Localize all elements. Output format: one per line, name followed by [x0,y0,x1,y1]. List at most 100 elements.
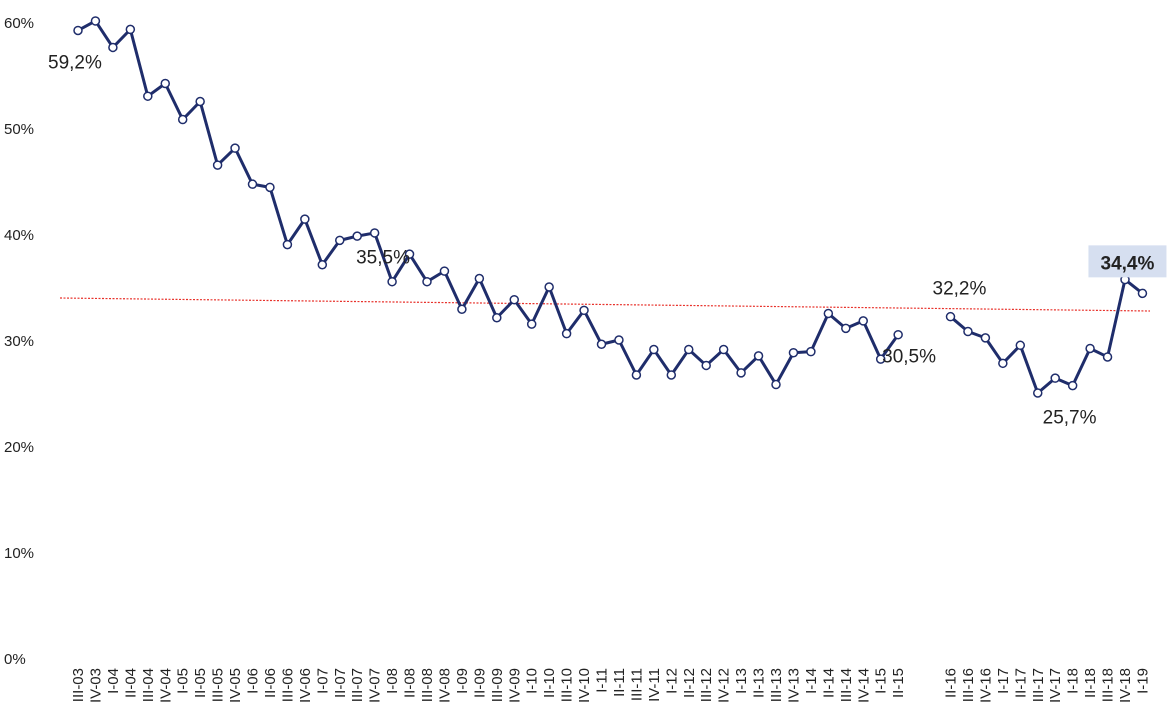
x-tick-label: I-14 [803,668,820,694]
data-point [73,25,83,36]
data-point [352,231,362,241]
value-label: 30,5% [882,347,936,368]
x-tick-label: III-18 [1100,668,1117,702]
data-point [561,328,572,339]
x-tick-label: I-12 [663,668,680,694]
y-tick-label: 60% [4,15,34,32]
data-point [317,259,328,270]
data-point [1050,373,1060,383]
data-point [143,91,153,101]
data-point [457,304,467,315]
data-point [282,239,293,250]
data-point [875,354,886,364]
data-point [509,294,519,305]
x-tick-label: I-10 [524,668,541,694]
data-point [474,273,485,284]
data-point [858,316,868,326]
data-point [596,339,607,349]
x-tick-label: I-13 [733,668,750,694]
data-point [300,214,310,224]
data-point [998,358,1008,369]
y-tick-label: 0% [4,651,26,668]
x-tick-label: II-07 [332,668,349,698]
data-point [404,249,415,259]
x-tick-label: II-10 [541,668,558,698]
data-point [125,24,136,35]
x-tick-label: II-18 [1082,668,1099,698]
data-point [387,276,397,287]
value-label: 35,5% [356,248,410,269]
data-point [230,143,240,153]
highlight-box [1088,245,1167,278]
x-tick-label: IV-10 [576,668,593,703]
data-point [736,368,746,378]
x-tick-label: I-19 [1134,668,1151,694]
y-tick-label: 10% [4,545,34,562]
y-tick-label: 20% [4,439,34,456]
data-point [212,160,223,170]
x-tick-label: I-18 [1065,668,1082,694]
y-tick-label: 50% [4,121,34,138]
data-point [788,347,799,358]
x-tick-label: IV-09 [506,668,523,703]
data-point [90,16,101,26]
x-tick-label: IV-17 [1047,668,1064,703]
x-tick-label: IV-18 [1117,668,1134,703]
data-point [684,344,694,355]
data-point [1137,288,1148,299]
data-point [631,370,642,380]
x-tick-label: II-09 [471,668,488,698]
data-point [195,96,205,107]
x-tick-label: III-06 [279,668,296,702]
x-tick-label: III-17 [1030,668,1047,702]
data-point [1067,380,1078,391]
x-tick-label: III-16 [960,668,977,702]
x-tick-label: IV-03 [87,668,104,703]
value-label: 34,4% [1101,253,1155,274]
data-point [963,326,973,337]
x-tick-label: III-04 [140,668,157,702]
data-point [108,42,118,53]
x-tick-label: II-14 [820,668,837,698]
data-point [701,360,711,371]
x-tick-label: II-11 [611,668,628,697]
data-point [492,312,502,323]
data-point [649,344,659,355]
data-point [544,282,554,292]
x-tick-label: I-06 [245,668,262,694]
x-tick-label: IV-16 [977,668,994,703]
x-tick-label: III-07 [349,668,366,702]
data-point [718,344,729,355]
data-point [177,114,188,125]
data-point [1102,352,1113,362]
y-tick-label: 30% [4,333,34,350]
data-point [335,235,345,246]
x-tick-label: IV-11 [646,668,663,702]
data-point [422,276,432,287]
value-label: 25,7% [1043,408,1097,429]
data-point [823,308,834,319]
data-point [806,346,816,357]
trend-line [59,297,1151,312]
value-label: 59,2% [48,52,102,73]
x-tick-label: IV-12 [716,668,733,703]
x-tick-label: II-15 [890,668,907,698]
x-tick-label: III-14 [838,668,855,702]
data-point [841,323,851,334]
x-tick-label: IV-06 [297,668,314,703]
data-point [893,329,903,340]
data-point [526,319,537,329]
data-point [771,379,781,390]
x-tick-label: II-06 [262,668,279,698]
x-tick-label: I-07 [314,668,331,694]
x-tick-label: III-11 [628,668,645,701]
x-tick-label: III-12 [698,668,715,702]
x-tick-label: II-12 [681,668,698,698]
y-tick-label: 40% [4,227,34,244]
x-tick-label: II-05 [192,668,209,698]
x-tick-label: III-10 [559,668,576,702]
x-tick-label: I-05 [175,668,192,694]
x-tick-label: I-17 [995,668,1012,694]
x-tick-label: I-08 [384,668,401,694]
x-tick-label: II-16 [943,668,960,698]
